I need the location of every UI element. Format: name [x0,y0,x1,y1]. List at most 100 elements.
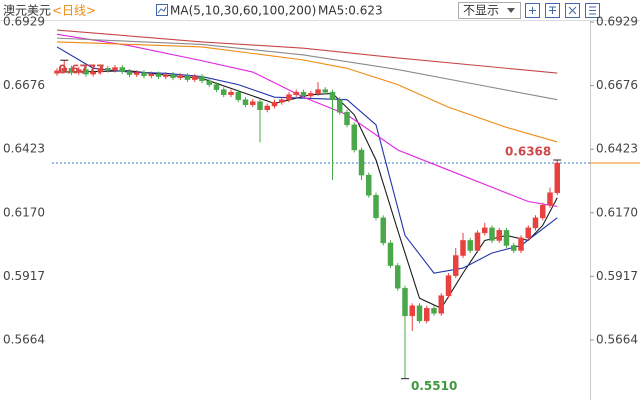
candle-body [511,245,517,251]
candle-body [525,227,531,239]
y-tick-label-right: 0.5917 [596,269,638,283]
y-tick-label-left: 0.6676 [3,78,45,92]
dropdown-label: 不显示 [463,4,499,18]
candle-body [373,194,379,219]
candle-body [148,73,154,77]
y-tick-label-left: 0.5664 [3,332,45,346]
high-label: 0.6777 [58,63,104,77]
candle-body [192,76,198,80]
candle-body [97,68,104,73]
y-tick-label-left: 0.6170 [3,205,45,219]
candle-body [518,237,524,251]
candle-body [68,68,75,73]
ma-line [56,41,558,143]
candle-body [329,91,336,100]
candle-body [279,99,285,103]
candle-body [264,105,270,110]
candle-body [250,101,256,105]
candle-body [213,84,220,90]
candle-body [416,305,423,322]
candle-body [489,227,495,241]
candle-body [76,69,82,73]
candle-body [235,91,241,100]
candle-body [344,112,350,126]
candle-body [554,162,560,193]
candle-body [453,255,459,276]
y-tick-label-left: 0.5917 [3,269,45,283]
candle-body [532,217,539,229]
candle-body [83,69,89,75]
candle-body [155,73,162,77]
toolbar [525,3,600,18]
ma-readout: MA5:0.623 [318,4,383,18]
candle-body [293,91,299,95]
candle-body [337,99,343,113]
y-tick-label-right: 0.5664 [596,332,638,346]
candle-body [112,67,118,71]
candle-body [206,80,212,85]
candle-body [105,68,111,71]
candle-body [395,265,401,289]
low-label: 0.5510 [411,379,457,393]
candle-body [184,75,191,80]
ma-icon-glyph [157,6,167,14]
candle-body [134,72,140,75]
candle-body [380,217,386,244]
y-tick-label-left: 0.6423 [3,142,45,156]
y-tick-label-right: 0.6676 [596,78,638,92]
candle-body [438,295,444,314]
reset-button[interactable] [565,3,580,18]
candle-body [271,101,278,107]
zoom-out-button[interactable] [545,3,560,18]
dropdown-arrow [507,8,515,13]
candle-body [308,93,314,97]
candle-body [496,230,502,241]
candle-body [126,71,133,75]
ma-line [56,29,558,74]
candle-body [177,75,183,78]
ma-legend: MA(5,10,30,60,100,200) [170,4,316,18]
settings-button[interactable] [585,3,600,18]
settings-glyph [589,6,596,15]
candle-body [170,74,176,78]
zoom-in-button[interactable] [525,3,540,18]
candle-body [409,305,415,317]
period-label[interactable]: <日线> [52,4,96,18]
y-tick-label-right: 0.6423 [596,142,638,156]
candle-body [242,99,249,105]
symbol-title: 澳元美元 [3,4,51,18]
candle-body [300,91,307,97]
candle-body [90,71,96,75]
candle-body [431,308,437,314]
candle-body [424,308,430,322]
candle-body [540,205,546,219]
candle-body [228,91,234,95]
candle-body [474,232,481,251]
candle-body [322,89,328,93]
candle-body [315,89,321,94]
candle-body [351,124,357,151]
dropdown[interactable] [458,2,521,19]
zoom-out-glyph [549,6,556,14]
candle-body [366,174,372,196]
ma-line [56,46,558,274]
candle-body [467,240,473,251]
candle-body [221,89,227,95]
candle-body [61,68,67,72]
candle-body [54,70,60,74]
y-tick-label-right: 0.6929 [596,15,638,29]
candle-body [199,76,205,82]
candle-body [257,101,263,110]
candle-body [547,192,553,206]
candle-body [402,287,408,317]
ma-line [56,37,558,101]
candle-body [445,275,452,296]
candle-body [503,230,510,246]
candle-body [163,74,169,77]
candle-body [141,72,147,77]
reset-glyph [568,6,577,15]
candle-body [482,227,488,234]
y-tick-label-left: 0.6929 [3,15,45,29]
